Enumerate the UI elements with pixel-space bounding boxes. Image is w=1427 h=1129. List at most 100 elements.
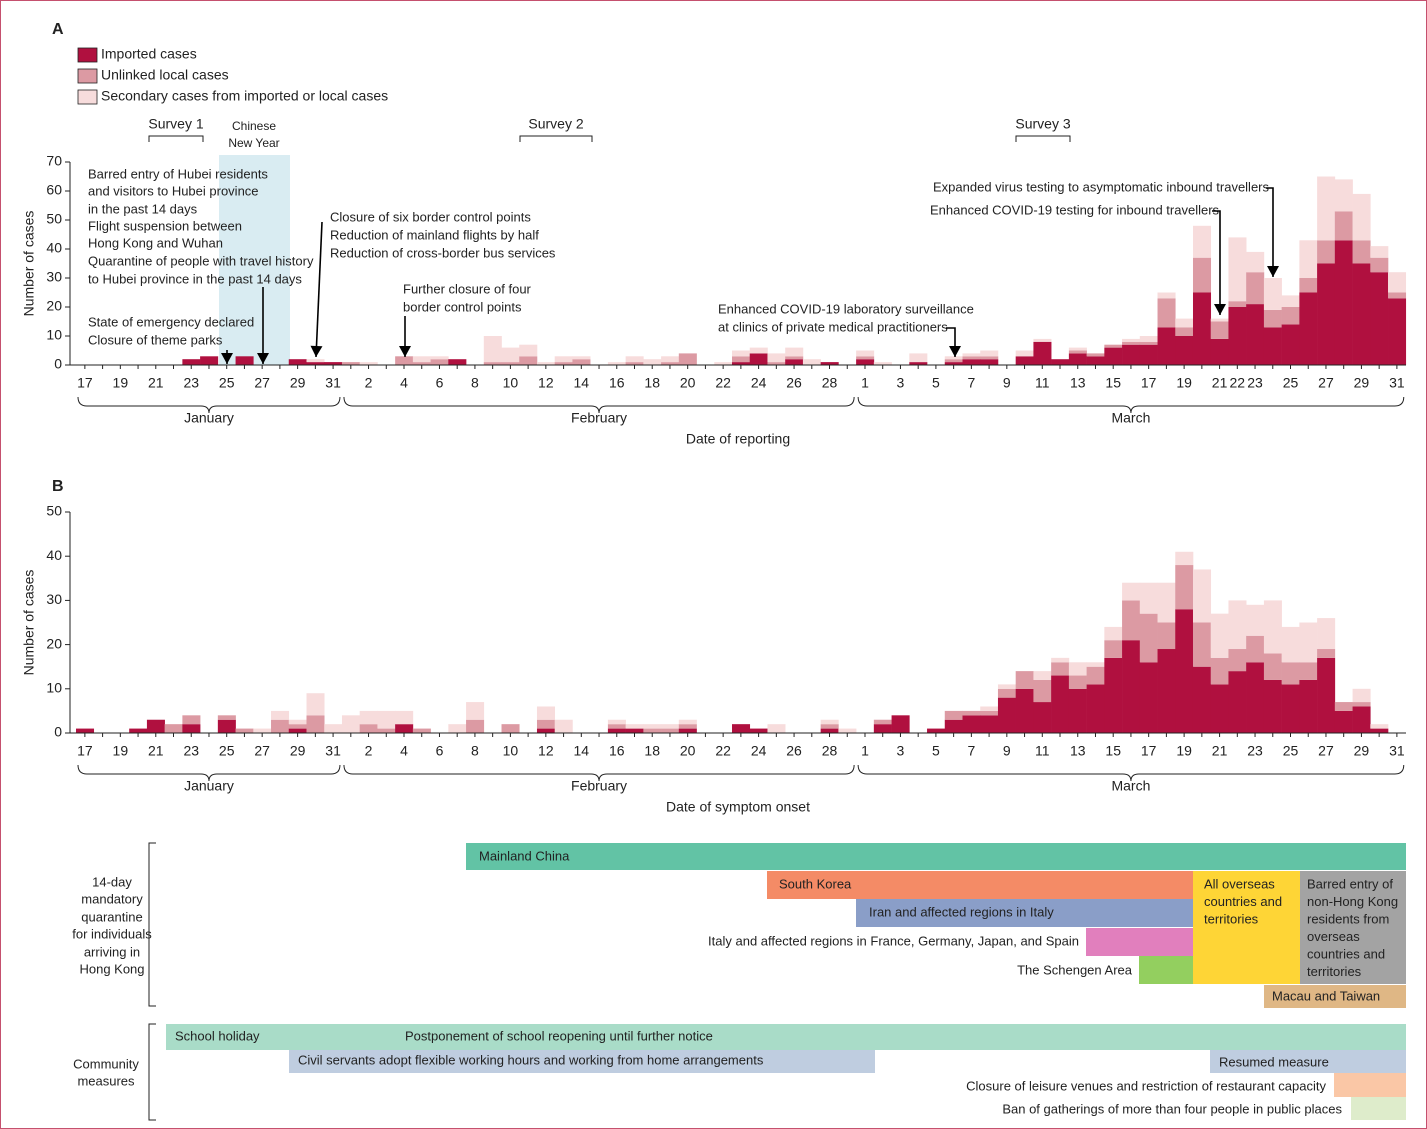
bar-segment: [1352, 193, 1371, 241]
bar-segment: [306, 693, 325, 716]
bar-segment: [554, 356, 573, 363]
bar-segment: [820, 719, 839, 725]
x-tick-label: 28: [822, 743, 838, 759]
x-tick-label: 27: [1318, 375, 1334, 391]
bar-segment: [678, 719, 697, 725]
bar-segment: [678, 724, 697, 729]
bar-segment: [909, 362, 928, 365]
bar-segment: [607, 728, 626, 733]
legend-label: Secondary cases from imported or local c…: [101, 88, 388, 104]
bar-segment: [1104, 640, 1123, 658]
measure-bar: [1264, 985, 1406, 1008]
bar-segment: [1175, 318, 1194, 328]
bar-segment: [1175, 551, 1194, 566]
bar-segment: [359, 724, 378, 733]
bar-segment: [1051, 675, 1070, 733]
survey-label: Survey 3: [1015, 116, 1070, 132]
x-tick-label: 16: [609, 743, 625, 759]
bar-segment: [1370, 246, 1389, 258]
bar-segment: [732, 362, 751, 365]
x-tick-label: 31: [325, 743, 341, 759]
bar-segment: [572, 359, 591, 365]
x-tick-label: 9: [1003, 743, 1011, 759]
measure-label: Civil servants adopt flexible working ho…: [298, 1052, 764, 1067]
x-tick-label: 7: [967, 743, 975, 759]
bar-segment: [324, 362, 343, 365]
bar-segment: [1210, 657, 1229, 685]
annotation: Expanded virus testing to asymptomatic i…: [933, 179, 1270, 194]
bar-segment: [306, 715, 325, 733]
bar-segment: [1086, 353, 1105, 357]
bar-segment: [802, 359, 821, 365]
measure-label: Mainland China: [479, 848, 570, 863]
bar-segment: [1370, 272, 1389, 365]
x-tick-label: 29: [290, 375, 306, 391]
legend-swatch: [77, 89, 98, 105]
month-brace: [343, 764, 855, 782]
bar-segment: [1299, 292, 1318, 365]
x-tick-label: 27: [254, 743, 270, 759]
bar-segment: [129, 728, 148, 733]
bar-segment: [1299, 662, 1318, 680]
bar-segment: [944, 362, 963, 365]
y-tick-label: 50: [46, 211, 62, 227]
bar-segment: [1068, 350, 1087, 354]
bar-segment: [448, 359, 467, 365]
bar-segment: [749, 353, 768, 365]
bar-segment: [625, 724, 644, 729]
survey-bracket: [148, 135, 204, 142]
month-label: January: [184, 778, 234, 794]
survey-bracket: [519, 135, 593, 142]
bar-segment: [1192, 292, 1212, 365]
bar-segment: [377, 710, 396, 729]
bar-segment: [430, 356, 449, 360]
bar-segment: [767, 353, 786, 363]
x-tick-label: 7: [967, 375, 975, 391]
x-tick-label: 8: [471, 375, 479, 391]
bar-segment: [1051, 359, 1070, 365]
x-tick-label: 20: [680, 375, 696, 391]
bar-segment: [856, 350, 875, 357]
x-tick-label: 31: [325, 375, 341, 391]
arrow-head: [1214, 304, 1226, 315]
bar-segment: [1068, 675, 1087, 689]
measure-bar: [1086, 928, 1193, 956]
annotation: and visitors to Hubei province: [88, 183, 259, 198]
bar-segment: [1122, 582, 1141, 601]
bar-segment: [980, 706, 999, 711]
x-tick-label: 13: [1070, 743, 1086, 759]
x-tick-label: 5: [932, 375, 940, 391]
bar-segment: [1068, 347, 1087, 351]
bar-segment: [377, 728, 396, 733]
bar-segment: [288, 719, 307, 725]
annotation: in the past 14 days: [88, 201, 198, 216]
annotation: Reduction of mainland flights by half: [330, 227, 539, 242]
bar-segment: [980, 715, 999, 733]
bar-segment: [164, 724, 183, 733]
y-tick-label: 20: [46, 298, 62, 314]
x-tick-label: 25: [1283, 375, 1299, 391]
bar-segment: [1192, 569, 1212, 623]
bar-segment: [1157, 298, 1176, 328]
bar-segment: [1139, 582, 1158, 614]
bar-segment: [1015, 350, 1034, 357]
bar-segment: [1388, 272, 1407, 293]
bar-segment: [732, 350, 751, 357]
x-tick-label: 17: [1141, 743, 1157, 759]
bar-segment: [732, 724, 751, 733]
bar-segment: [1299, 679, 1318, 733]
x-tick-label: 1: [861, 375, 869, 391]
bar-segment: [1210, 613, 1229, 658]
x-tick-label: 11: [1035, 743, 1050, 759]
x-tick-label: 12: [538, 743, 554, 759]
x-tick-label: 25: [219, 375, 235, 391]
x-tick-label: 12: [538, 375, 554, 391]
bar-segment: [1370, 728, 1389, 733]
bar-segment: [1246, 304, 1265, 365]
bar-segment: [395, 724, 414, 733]
bar-segment: [235, 356, 254, 365]
bar-segment: [412, 728, 431, 733]
x-tick-label: 29: [290, 743, 306, 759]
bar-segment: [1139, 341, 1158, 345]
bar-segment: [1210, 318, 1229, 322]
